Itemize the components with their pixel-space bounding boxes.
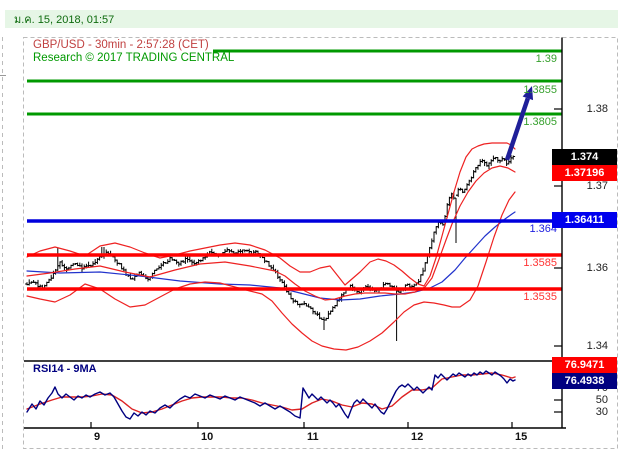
day-tick-label-15: 15 — [515, 431, 528, 443]
level-label-1.39: 1.39 — [535, 53, 557, 65]
day-tick-label-12: 12 — [411, 431, 424, 443]
chart-title: GBP/USD - 30min - 2:57:28 (CET) — [33, 39, 209, 51]
day-tick-label-11: 11 — [307, 431, 319, 443]
value-box-1.37196: 1.37196 — [552, 165, 617, 181]
level-label-1.3585: 1.3585 — [523, 257, 557, 269]
price-tick-label-1.34: 1.34 — [586, 340, 608, 352]
value-box-1.36411: 1.36411 — [552, 212, 617, 228]
price-tick-label-1.38: 1.38 — [586, 103, 608, 115]
day-tick-label-9: 9 — [94, 431, 101, 443]
rsi-panel-label: RSI14 - 9MA — [33, 363, 97, 375]
date-bar: ม.ค. 15, 2018, 01:57 — [5, 10, 618, 28]
date-label: ม.ค. 15, 2018, 01:57 — [14, 14, 115, 26]
day-tick-label-10: 10 — [201, 431, 214, 443]
rsi-tick-label-30: 30 — [595, 406, 608, 418]
value-box-76.9471: 76.9471 — [552, 357, 617, 373]
price-tick-label-1.37: 1.37 — [586, 180, 608, 192]
value-box-1.374: 1.374 — [552, 149, 617, 165]
value-box-76.4938: 76.4938 — [552, 373, 617, 389]
level-label-1.364: 1.364 — [529, 223, 557, 235]
rsi-tick-label-50: 50 — [595, 394, 608, 406]
chart-copyright: Research © 2017 TRADING CENTRAL — [33, 52, 235, 64]
level-label-1.3855: 1.3855 — [523, 84, 557, 96]
price-tick-label-1.36: 1.36 — [586, 262, 608, 274]
level-label-1.3535: 1.3535 — [523, 291, 557, 303]
level-label-1.3805: 1.3805 — [523, 116, 557, 128]
